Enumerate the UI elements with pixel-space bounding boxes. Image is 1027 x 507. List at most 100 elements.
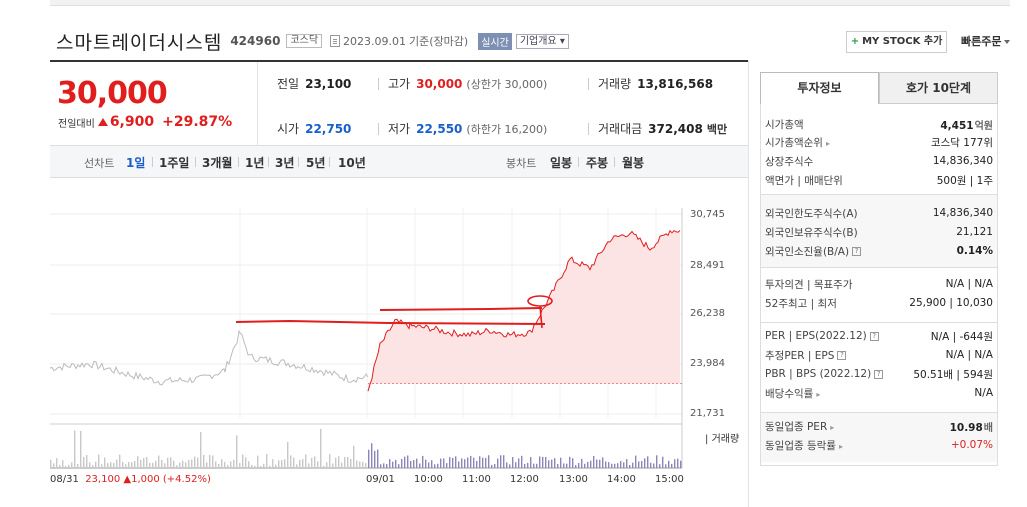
volume-bar <box>65 466 67 468</box>
info-row-key: 액면가 | 매매단위 <box>765 174 843 187</box>
info-row: 상장주식수 14,836,340 <box>765 153 993 169</box>
volume-bar <box>482 457 484 468</box>
volume-bar <box>677 458 679 468</box>
volume-bar <box>503 455 505 468</box>
volume-bar <box>161 460 163 468</box>
price-chart[interactable]: 30,745 28,491 26,238 23,984 21,731 | 거래량… <box>50 178 748 507</box>
column-divider <box>748 60 749 507</box>
period-1d[interactable]: 1일 <box>126 156 146 170</box>
info-row-value: 25,900 | 10,030 <box>909 297 993 309</box>
volume-bar <box>113 462 115 468</box>
volume-bar <box>173 460 175 468</box>
volume-bar <box>302 459 304 468</box>
volume-bar <box>329 454 331 468</box>
x-tick-label: 13:00 <box>559 474 588 485</box>
volume-bar <box>431 460 433 468</box>
volume-bar <box>434 464 436 468</box>
volume-bar <box>533 463 535 468</box>
help-icon[interactable]: ? <box>837 351 847 360</box>
volume-bar <box>572 458 574 468</box>
help-icon[interactable]: ? <box>852 247 862 256</box>
volume-bar <box>596 459 598 468</box>
info-row-value: 0.14% <box>956 245 993 257</box>
period-3m[interactable]: 3개월 <box>202 156 233 170</box>
volume-bar <box>320 429 322 468</box>
volume-bar <box>407 455 409 468</box>
unit-label: 억원 <box>974 120 993 132</box>
volume-bar <box>98 454 100 468</box>
info-row[interactable]: 동일업종 등락률 ▸ +0.07% <box>765 437 993 453</box>
volume-bar <box>404 456 406 468</box>
volume-bar <box>212 455 214 468</box>
period-1w[interactable]: 1주일 <box>159 156 190 170</box>
volume-bar <box>197 457 199 468</box>
volume-bar <box>473 457 475 468</box>
period-1y[interactable]: 1년 <box>245 156 265 170</box>
volume-bar <box>674 459 676 468</box>
market-badge: 코스닥 <box>286 34 323 48</box>
volume-bar <box>86 455 88 468</box>
info-row: 외국인소진율(B/A)? 0.14% <box>765 243 993 259</box>
mystock-add-button[interactable]: + MY STOCK 추가 <box>846 31 947 53</box>
info-row: 추정PER | EPS? N/A | N/A <box>765 347 993 363</box>
volume-bar <box>599 459 601 468</box>
series-today-line <box>367 229 681 392</box>
volume-bar <box>341 462 343 468</box>
volume-bar <box>614 463 616 468</box>
volume-bar <box>230 461 232 468</box>
candle-month[interactable]: 월봉 <box>622 156 645 170</box>
volume-bar <box>296 464 298 468</box>
tab-invest-info[interactable]: 투자정보 <box>760 72 879 104</box>
volume-bar <box>149 463 151 468</box>
info-row-value: 코스닥 177위 <box>930 136 993 149</box>
info-row[interactable]: 시가총액순위 ▸ 코스닥 177위 <box>765 134 993 150</box>
info-row[interactable]: 동일업종 PER ▸ 10.98배 <box>765 418 993 434</box>
volume-bar <box>542 456 544 468</box>
volume-bar <box>143 457 145 468</box>
candle-day[interactable]: 일봉 <box>550 156 573 170</box>
volume-bar <box>347 457 349 468</box>
volume-bar <box>290 455 292 468</box>
x-tick-label: 11:00 <box>462 474 491 485</box>
low-price: 저가 22,550 (하한가 16,200) <box>388 122 548 136</box>
volume-bar <box>476 461 478 468</box>
volume-bar <box>524 464 526 468</box>
help-icon[interactable]: ? <box>869 331 879 341</box>
volume-bar <box>620 461 622 468</box>
volume-bar <box>605 461 607 468</box>
volume-bar <box>80 431 82 468</box>
volume-label: | 거래량 <box>705 434 740 445</box>
volume-bar <box>107 463 109 468</box>
company-info-dropdown[interactable]: 기업개요 ▾ <box>515 33 569 49</box>
volume-bar <box>332 463 334 468</box>
volume-bar <box>464 459 466 468</box>
volume-bar <box>77 464 79 468</box>
volume-bar <box>272 459 274 468</box>
volume-bar <box>350 458 352 468</box>
period-5y[interactable]: 5년 <box>306 156 326 170</box>
volume-bar <box>389 459 391 468</box>
info-row-value: 21,121 <box>956 226 993 238</box>
realtime-button[interactable]: 실시간 <box>478 32 512 50</box>
volume-bar <box>398 464 400 468</box>
volume-bar <box>590 460 592 468</box>
x-tick-label: 12:00 <box>510 474 539 485</box>
help-icon[interactable]: ? <box>874 369 884 379</box>
period-10y[interactable]: 10년 <box>338 156 366 170</box>
period-3y[interactable]: 3년 <box>275 156 295 170</box>
volume-bar <box>530 457 532 468</box>
candle-week[interactable]: 주봉 <box>586 156 609 170</box>
tab-orderbook[interactable]: 호가 10단계 <box>879 72 998 104</box>
quick-order-dropdown[interactable]: 빠른주문 <box>961 33 1010 49</box>
volume-bar <box>656 455 658 468</box>
volume-bar <box>182 460 184 468</box>
volume-bar <box>383 463 385 468</box>
info-row[interactable]: 배당수익률 ▸ N/A <box>765 385 993 401</box>
volume-bar <box>410 461 412 468</box>
volume-bar <box>281 460 283 468</box>
volume-bar <box>125 464 127 468</box>
volume-bar <box>569 456 571 468</box>
volume-bar <box>521 455 523 468</box>
volume-bar <box>152 462 154 468</box>
volume-bar <box>242 454 244 468</box>
